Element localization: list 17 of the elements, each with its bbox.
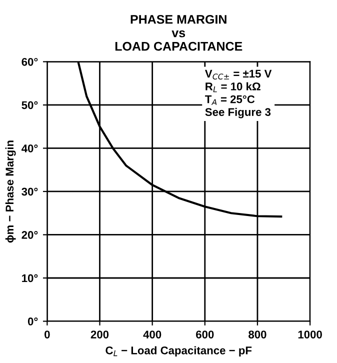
x-tick-label: 200	[90, 330, 109, 338]
y-tick-label: 0°	[28, 318, 38, 326]
y-axis-title: ϕm − Phase Margin	[5, 140, 16, 243]
x-tick-label: 0	[44, 330, 50, 338]
x-tick-label: 800	[248, 330, 266, 338]
y-tick-label: 60°	[22, 58, 38, 66]
y-tick-label: 50°	[22, 101, 38, 110]
y-tick-label: 30°	[22, 188, 38, 196]
x-tick-label: 400	[143, 330, 162, 338]
x-tick-label: 1000	[298, 330, 322, 338]
x-tick-label: 600	[196, 330, 214, 338]
chart-title: PHASE MARGIN vs LOAD CAPACITANCE	[115, 14, 242, 51]
text: V$_{CC±}$ = ±15 V R$_{L}$ = 10 kΩ T$_{A}$ = 25°C See Figure 3	[204, 70, 272, 118]
x-axis-title: C$_{L}$ − Load Capacitance − pF	[106, 346, 252, 357]
y-tick-label: 40°	[22, 144, 38, 152]
y-tick-label: 20°	[22, 231, 38, 239]
y-tick-label: 10°	[22, 274, 38, 282]
